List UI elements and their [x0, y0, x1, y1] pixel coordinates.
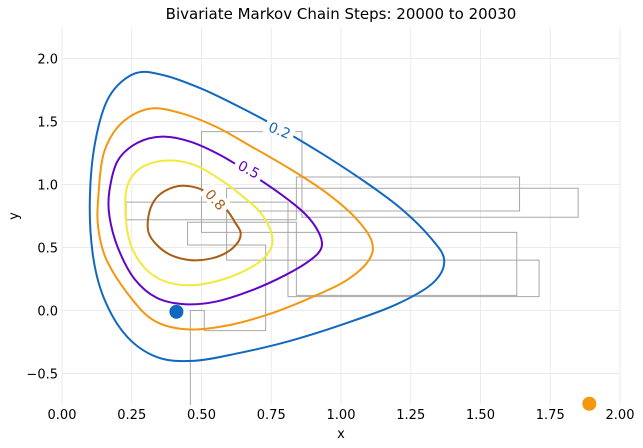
- contour-label-background: [231, 154, 267, 184]
- y-tick-label: 1.5: [37, 116, 58, 131]
- contour-label-background: [199, 182, 233, 217]
- x-tick-label: 1.50: [466, 408, 495, 423]
- contour-line-0-2: [88, 70, 446, 363]
- x-tick-label: 2.00: [606, 408, 635, 423]
- x-axis-label: x: [337, 427, 345, 442]
- x-axis-ticks: 0.00 0.25 0.50 0.75 1.00 1.25 1.50 1.75 2.00: [48, 408, 635, 423]
- y-tick-label: 1.0: [37, 179, 58, 194]
- end-point-marker: [582, 396, 597, 411]
- contour-line-0-35: [96, 107, 374, 331]
- grid: [61, 27, 621, 405]
- start-point-marker: [169, 304, 184, 319]
- contour-label: 0.2: [266, 120, 293, 143]
- y-tick-label: 0.5: [37, 242, 58, 257]
- contour-line-0-8: [146, 184, 242, 262]
- x-tick-label: 0.25: [117, 408, 146, 423]
- x-tick-label: 1.75: [536, 408, 565, 423]
- x-tick-label: 0.75: [257, 408, 286, 423]
- x-tick-label: 0.50: [187, 408, 216, 423]
- y-axis-ticks: −0.5 0.0 0.5 1.0 1.5 2.0: [26, 53, 58, 383]
- contour-label-background: [262, 116, 297, 144]
- chart-title: Bivariate Markov Chain Steps: 20000 to 2…: [166, 5, 517, 23]
- contour-line-0-5: [107, 135, 324, 306]
- y-tick-label: 0.0: [37, 305, 58, 320]
- y-tick-label: 2.0: [37, 53, 58, 68]
- x-tick-label: 1.25: [396, 408, 425, 423]
- y-tick-label: −0.5: [26, 368, 58, 383]
- density-contours: 0.20.50.8: [88, 70, 446, 363]
- markers: [169, 304, 597, 411]
- y-axis-label: y: [7, 212, 22, 220]
- x-tick-label: 0.00: [48, 408, 77, 423]
- x-tick-label: 1.00: [327, 408, 356, 423]
- contour-line-0-65: [124, 159, 274, 287]
